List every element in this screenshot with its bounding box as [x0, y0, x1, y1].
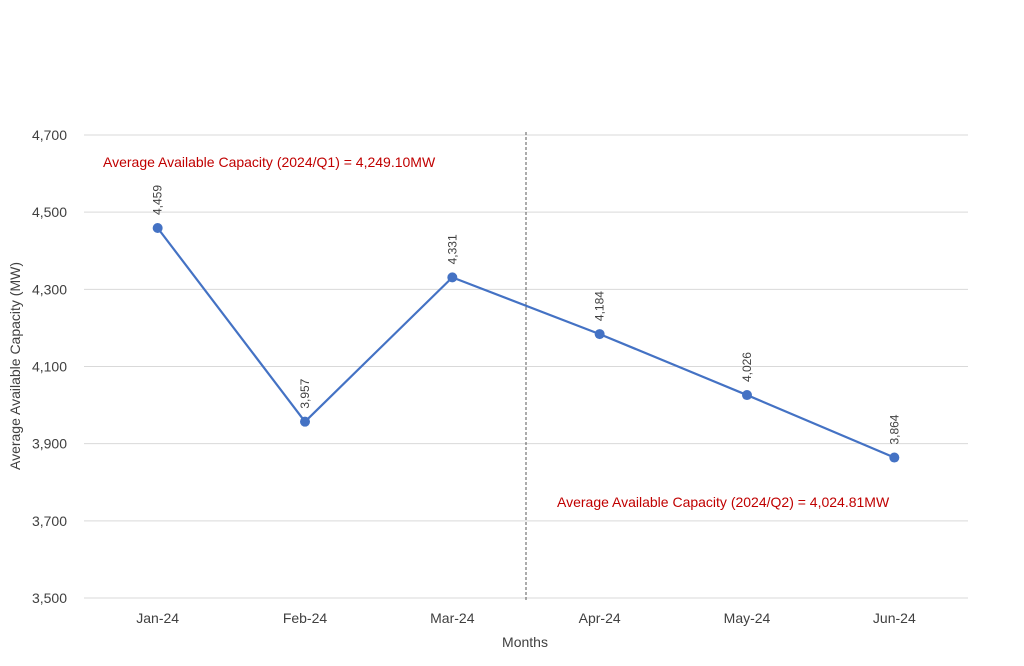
data-point: [742, 390, 752, 401]
data-label: 4,331: [445, 234, 459, 264]
data-label: 4,459: [151, 185, 165, 215]
y-tick-label: 4,700: [32, 127, 67, 143]
data-label: 4,184: [593, 291, 607, 321]
x-tick-label: Jun-24: [873, 610, 916, 626]
y-tick-label: 3,500: [32, 590, 67, 606]
data-label: 4,026: [740, 352, 754, 382]
data-point: [300, 416, 310, 427]
y-tick-label: 4,100: [32, 359, 67, 375]
data-point: [152, 222, 163, 233]
x-tick-label: Mar-24: [430, 610, 475, 626]
y-axis-ticks: 3,500 3,700 3,900 4,100 4,300 4,500 4,700: [32, 127, 67, 606]
x-tick-label: Apr-24: [579, 610, 621, 626]
annotation-q1: Average Available Capacity (2024/Q1) = 4…: [103, 154, 436, 170]
x-axis-ticks: Jan-24 Feb-24 Mar-24 Apr-24 May-24 Jun-24: [136, 610, 916, 626]
y-axis-title: Average Available Capacity (MW): [7, 262, 23, 470]
x-tick-label: Jan-24: [136, 610, 179, 626]
x-tick-label: Feb-24: [283, 610, 328, 626]
x-axis-title: Months: [502, 634, 548, 650]
data-label: 3,864: [887, 414, 901, 444]
data-labels: 4,459 3,957 4,331 4,184 4,026 3,864: [151, 185, 902, 445]
annotation-q2: Average Available Capacity (2024/Q2) = 4…: [557, 494, 890, 510]
data-point: [889, 452, 900, 463]
y-tick-label: 3,900: [32, 436, 67, 452]
series-line: [156, 227, 895, 459]
data-points: [152, 222, 900, 463]
data-label: 3,957: [298, 378, 312, 408]
y-tick-label: 4,500: [32, 204, 67, 220]
y-tick-label: 3,700: [32, 513, 67, 529]
y-tick-label: 4,300: [32, 281, 67, 297]
data-point: [447, 272, 458, 283]
x-tick-label: May-24: [724, 610, 771, 626]
data-point: [594, 329, 605, 340]
